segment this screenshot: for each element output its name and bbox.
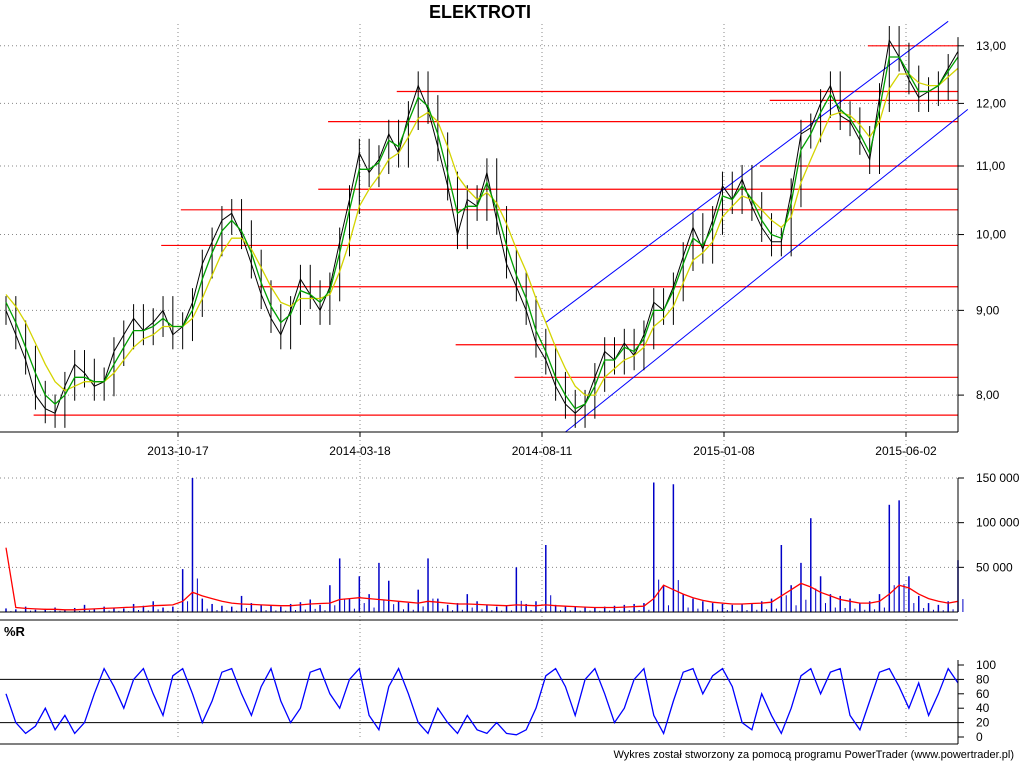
- chart-title: ELEKTROTI: [429, 2, 531, 22]
- price-tick-label: 9,00: [976, 303, 1000, 317]
- wr-panel-title: %R: [4, 624, 26, 639]
- volume-average-line: [5, 547, 959, 611]
- volume-tick-label: 50 000: [976, 560, 1013, 574]
- price-tick-label: 13,00: [976, 39, 1006, 53]
- price-tick-label: 10,00: [976, 228, 1006, 242]
- x-tick-label: 2015-06-02: [875, 444, 937, 458]
- x-tick-label: 2013-10-17: [147, 444, 209, 458]
- price-tick-label: 12,00: [976, 96, 1006, 110]
- x-tick-label: 2014-08-11: [512, 444, 573, 458]
- wr-tick-label: 20: [976, 716, 990, 730]
- x-tick-label: 2014-03-18: [329, 444, 391, 458]
- price-tick-label: 8,00: [976, 388, 1000, 402]
- trend-channel-upper: [545, 20, 949, 323]
- price-close-line: [5, 38, 959, 414]
- price-tick-label: 11,00: [976, 159, 1005, 173]
- moving-average-short-line: [5, 56, 959, 410]
- x-tick-label: 2015-01-08: [693, 444, 755, 458]
- volume-tick-label: 100 000: [976, 516, 1020, 530]
- wr-tick-label: 80: [976, 672, 990, 686]
- wr-tick-label: 60: [976, 687, 990, 701]
- wr-tick-label: 40: [976, 701, 990, 715]
- wr-line: [5, 666, 959, 736]
- volume-tick-label: 150 000: [976, 471, 1020, 485]
- wr-tick-label: 0: [976, 730, 983, 744]
- trend-channel-lower: [565, 109, 969, 433]
- footer-credit: Wykres został stworzony za pomocą progra…: [613, 749, 1014, 761]
- wr-tick-label: 100: [976, 658, 996, 672]
